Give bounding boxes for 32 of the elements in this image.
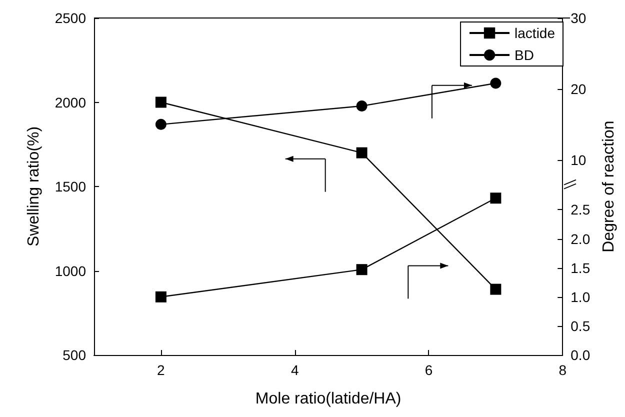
legend-label: lactide [514, 25, 556, 41]
y-tick-label: 1000 [54, 262, 86, 279]
legend-label: BD [514, 47, 534, 63]
y-tick-label: 2500 [54, 10, 86, 26]
x-tick-label: 6 [424, 362, 433, 378]
y-axis-title: Swelling ratio(%) [26, 126, 42, 247]
x-axis-title: Mole ratio(latide/HA) [255, 390, 402, 408]
x-tick-label: 2 [157, 362, 166, 378]
point [155, 96, 166, 108]
y2-tick-label: 0.5 [570, 318, 590, 334]
point [356, 264, 368, 276]
y-tick-label: 2000 [54, 94, 86, 110]
y2-axis-title: Degree of reaction [600, 120, 618, 252]
y2-tick-label: 1.0 [570, 288, 590, 305]
y2-tick-label: 0.0 [570, 347, 590, 363]
point [490, 192, 502, 204]
y3-tick-label: 10 [570, 152, 586, 168]
point [155, 118, 166, 130]
y3-tick-label: 30 [570, 10, 586, 26]
x-tick-label: 4 [290, 362, 299, 378]
y-tick-label: 1500 [54, 178, 86, 194]
y2-tick-label: 2.0 [570, 230, 590, 247]
y2-tick-label: 1.5 [570, 260, 590, 276]
point [490, 78, 502, 89]
y2-tick-label: 2.5 [570, 202, 590, 218]
point [356, 100, 368, 112]
point [490, 284, 502, 295]
y3-tick-label: 20 [570, 80, 586, 97]
point [356, 147, 368, 158]
y-tick-label: 500 [62, 347, 86, 363]
x-tick-label: 8 [558, 362, 567, 378]
point [155, 291, 166, 302]
